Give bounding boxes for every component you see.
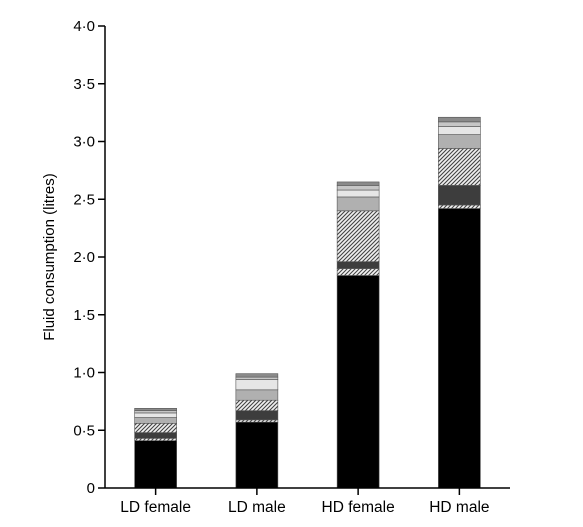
bar-segment bbox=[235, 410, 279, 421]
y-tick-label: 1·5 bbox=[73, 307, 95, 324]
y-tick-label: 2·5 bbox=[73, 191, 95, 208]
bar-segment bbox=[336, 275, 380, 489]
x-category-label: HD female bbox=[322, 499, 395, 516]
bar-segment bbox=[134, 412, 177, 418]
y-tick-label: 0·5 bbox=[73, 422, 95, 439]
bar-segment bbox=[235, 419, 279, 423]
bar-segment bbox=[336, 196, 380, 212]
bar-segment bbox=[235, 389, 279, 401]
y-axis-title: Fluid consumption (litres) bbox=[41, 173, 58, 341]
bar-segment bbox=[336, 268, 380, 276]
y-ticks: 0 0·5 1·0 1·5 2·0 2·5 3·0 3·5 4·0 bbox=[73, 18, 105, 497]
bar-segment bbox=[438, 148, 481, 186]
y-tick-label: 3·5 bbox=[73, 76, 95, 93]
bar-segment bbox=[336, 261, 380, 269]
y-tick-label: 3·0 bbox=[73, 134, 95, 151]
bar-segment bbox=[134, 438, 177, 441]
bar-segment bbox=[336, 181, 380, 186]
bar-segment bbox=[438, 116, 481, 123]
x-category-label: LD female bbox=[120, 499, 191, 516]
x-category-labels: LD female LD male HD female HD male bbox=[120, 488, 490, 516]
bars-layer bbox=[134, 116, 481, 489]
bar-segment bbox=[438, 185, 481, 206]
bar-segment bbox=[134, 432, 177, 439]
bar-segment bbox=[336, 185, 380, 191]
bar-segment bbox=[134, 408, 177, 411]
bar-segment bbox=[134, 423, 177, 433]
bar-segment bbox=[438, 134, 481, 149]
bar-segment bbox=[235, 399, 279, 411]
y-tick-label: 4·0 bbox=[73, 18, 95, 35]
bar-segment bbox=[134, 440, 177, 489]
bar-segment bbox=[134, 417, 177, 424]
bar-segment bbox=[438, 126, 481, 135]
x-category-label: LD male bbox=[228, 499, 286, 516]
y-tick-label: 0 bbox=[87, 480, 95, 497]
bar-segment bbox=[235, 421, 279, 489]
bar-segment bbox=[438, 204, 481, 209]
bar-segment bbox=[235, 373, 279, 378]
bar-segment bbox=[134, 410, 177, 414]
bar-segment bbox=[336, 189, 380, 198]
y-tick-label: 2·0 bbox=[73, 249, 95, 266]
bar-segment bbox=[235, 379, 279, 391]
y-tick-label: 1·0 bbox=[73, 365, 95, 382]
bar-segment bbox=[438, 121, 481, 127]
bar-segment bbox=[336, 210, 380, 262]
x-category-label: HD male bbox=[429, 499, 489, 516]
bar-segment bbox=[235, 376, 279, 380]
bar-segment bbox=[438, 208, 481, 489]
